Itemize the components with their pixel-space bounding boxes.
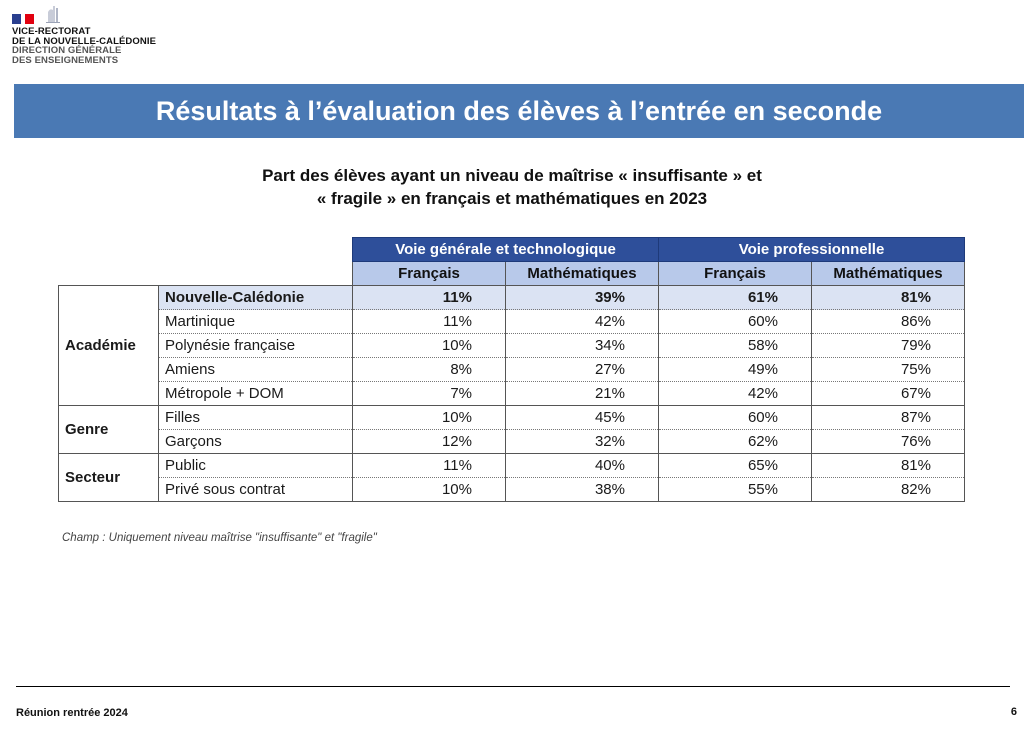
table-row: Privé sous contrat 10% 38% 55% 82% bbox=[59, 477, 965, 502]
value-cell: 7% bbox=[352, 381, 506, 406]
value-cell: 10% bbox=[352, 405, 506, 430]
value-cell: 11% bbox=[352, 453, 506, 478]
table-row: Secteur Public 11% 40% 65% 81% bbox=[58, 453, 965, 502]
value-cell: 34% bbox=[505, 333, 659, 358]
value-cell: 45% bbox=[505, 405, 659, 430]
row-label: Privé sous contrat bbox=[158, 477, 353, 502]
value-cell: 49% bbox=[658, 357, 812, 382]
row-label: Filles bbox=[158, 405, 353, 430]
table-note: Champ : Uniquement niveau maîtrise "insu… bbox=[62, 532, 377, 544]
table-row: Garçons 12% 32% 62% 76% bbox=[59, 429, 965, 454]
row-label: Nouvelle-Calédonie bbox=[158, 285, 353, 310]
org-line: VICE-RECTORAT bbox=[12, 26, 91, 37]
subject-header: Français bbox=[352, 261, 506, 286]
organization-name: VICE-RECTORAT DE LA NOUVELLE-CALÉDONIE D… bbox=[12, 27, 156, 65]
row-label: Public bbox=[158, 453, 353, 478]
value-cell: 39% bbox=[505, 285, 659, 310]
value-cell: 40% bbox=[505, 453, 659, 478]
results-table: Voie générale et technologique Voie prof… bbox=[58, 237, 965, 502]
table-row: Métropole + DOM 7% 21% 42% 67% bbox=[59, 381, 965, 406]
org-line: DIRECTION GÉNÉRALE bbox=[12, 45, 122, 56]
table-title: Part des élèves ayant un niveau de maîtr… bbox=[0, 164, 1024, 210]
org-line: DE LA NOUVELLE-CALÉDONIE bbox=[12, 35, 157, 47]
value-cell: 27% bbox=[505, 357, 659, 382]
french-flag-icon bbox=[12, 14, 38, 24]
value-cell: 82% bbox=[811, 477, 965, 502]
value-cell: 87% bbox=[811, 405, 965, 430]
category-label: Genre bbox=[58, 405, 159, 454]
value-cell: 86% bbox=[811, 309, 965, 334]
value-cell: 65% bbox=[658, 453, 812, 478]
subject-header: Mathématiques bbox=[505, 261, 659, 286]
category-label: Académie bbox=[58, 285, 159, 406]
table-row: Genre Filles 10% 45% 60% 87% bbox=[58, 405, 965, 454]
org-line: DES ENSEIGNEMENTS bbox=[12, 54, 119, 66]
footer-divider bbox=[16, 686, 1010, 687]
value-cell: 10% bbox=[352, 477, 506, 502]
value-cell: 76% bbox=[811, 429, 965, 454]
empty-corner bbox=[59, 238, 353, 262]
group-header: Voie professionnelle bbox=[658, 237, 965, 262]
row-label: Polynésie française bbox=[158, 333, 353, 358]
value-cell: 62% bbox=[658, 429, 812, 454]
slide-title: Résultats à l’évaluation des élèves à l’… bbox=[14, 84, 1024, 138]
table-row: Académie Nouvelle-Calédonie 11% 39% 61% 81% bbox=[58, 285, 965, 406]
table-row: Martinique 11% 42% 60% 86% bbox=[59, 309, 965, 334]
value-cell: 38% bbox=[505, 477, 659, 502]
footer-label: Réunion rentrée 2024 bbox=[16, 707, 128, 719]
value-cell: 79% bbox=[811, 333, 965, 358]
subject-header: Français bbox=[658, 261, 812, 286]
table-title-line: Part des élèves ayant un niveau de maîtr… bbox=[262, 166, 762, 185]
subject-header-row: Français Mathématiques Français Mathémat… bbox=[59, 261, 965, 286]
value-cell: 11% bbox=[352, 285, 506, 310]
value-cell: 42% bbox=[658, 381, 812, 406]
value-cell: 67% bbox=[811, 381, 965, 406]
table-row: Polynésie française 10% 34% 58% 79% bbox=[59, 333, 965, 358]
empty-corner bbox=[59, 262, 353, 286]
value-cell: 10% bbox=[352, 333, 506, 358]
table-row: Amiens 8% 27% 49% 75% bbox=[59, 357, 965, 382]
value-cell: 55% bbox=[658, 477, 812, 502]
value-cell: 58% bbox=[658, 333, 812, 358]
row-label: Amiens bbox=[158, 357, 353, 382]
value-cell: 11% bbox=[352, 309, 506, 334]
value-cell: 8% bbox=[352, 357, 506, 382]
value-cell: 75% bbox=[811, 357, 965, 382]
row-label: Martinique bbox=[158, 309, 353, 334]
value-cell: 60% bbox=[658, 405, 812, 430]
row-label: Garçons bbox=[158, 429, 353, 454]
value-cell: 32% bbox=[505, 429, 659, 454]
value-cell: 12% bbox=[352, 429, 506, 454]
value-cell: 61% bbox=[658, 285, 812, 310]
row-label: Métropole + DOM bbox=[158, 381, 353, 406]
value-cell: 81% bbox=[811, 453, 965, 478]
value-cell: 81% bbox=[811, 285, 965, 310]
group-header: Voie générale et technologique bbox=[352, 237, 659, 262]
table-body: Académie Nouvelle-Calédonie 11% 39% 61% 81% Ma… bbox=[58, 285, 965, 502]
group-header-row: Voie générale et technologique Voie prof… bbox=[59, 237, 965, 262]
value-cell: 60% bbox=[658, 309, 812, 334]
marianne-emblem-icon bbox=[46, 6, 60, 23]
value-cell: 42% bbox=[505, 309, 659, 334]
category-label: Secteur bbox=[58, 453, 159, 502]
subject-header: Mathématiques bbox=[811, 261, 965, 286]
value-cell: 21% bbox=[505, 381, 659, 406]
table-title-line: « fragile » en français et mathématiques… bbox=[316, 189, 708, 208]
page-number: 6 bbox=[1010, 706, 1017, 718]
